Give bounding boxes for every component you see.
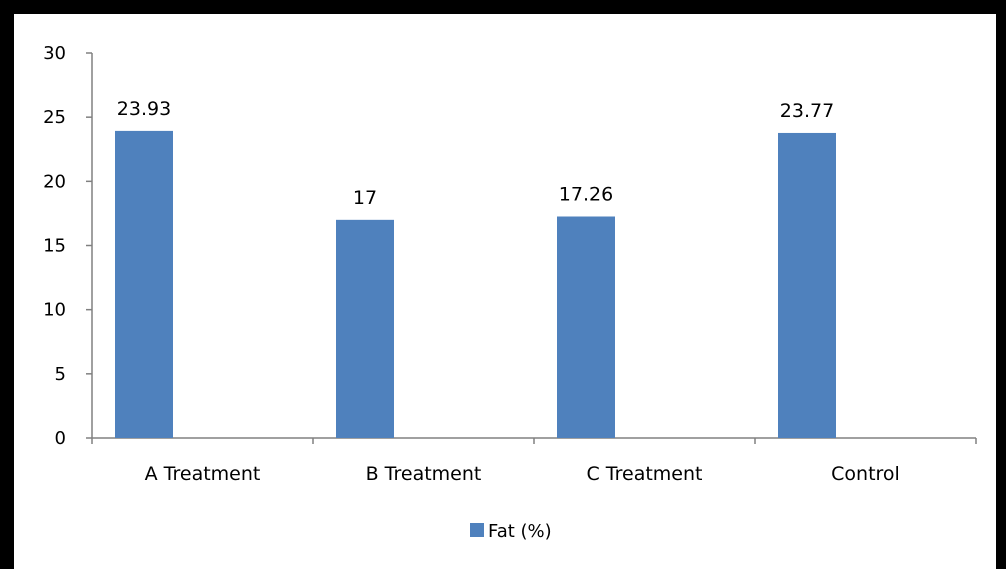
bar: [557, 216, 615, 438]
y-tick-label: 5: [55, 364, 66, 385]
x-category-label: B Treatment: [366, 463, 482, 485]
data-label: 17.26: [559, 183, 613, 205]
legend-swatch: [470, 523, 484, 537]
y-tick-label: 10: [43, 300, 66, 321]
bar: [778, 133, 836, 438]
y-tick-label: 30: [43, 43, 66, 64]
bar: [115, 131, 173, 438]
data-label: 23.93: [117, 98, 171, 120]
x-category-label: A Treatment: [145, 463, 261, 485]
y-tick-label: 0: [55, 428, 66, 449]
y-tick-label: 15: [43, 236, 66, 257]
x-category-label: Control: [831, 463, 900, 485]
legend-label: Fat (%): [488, 521, 552, 542]
data-label: 23.77: [780, 100, 834, 122]
x-category-label: C Treatment: [587, 463, 703, 485]
bar: [336, 220, 394, 438]
y-tick-label: 25: [43, 107, 66, 128]
y-tick-label: 20: [43, 171, 66, 192]
data-label: 17: [353, 187, 377, 209]
